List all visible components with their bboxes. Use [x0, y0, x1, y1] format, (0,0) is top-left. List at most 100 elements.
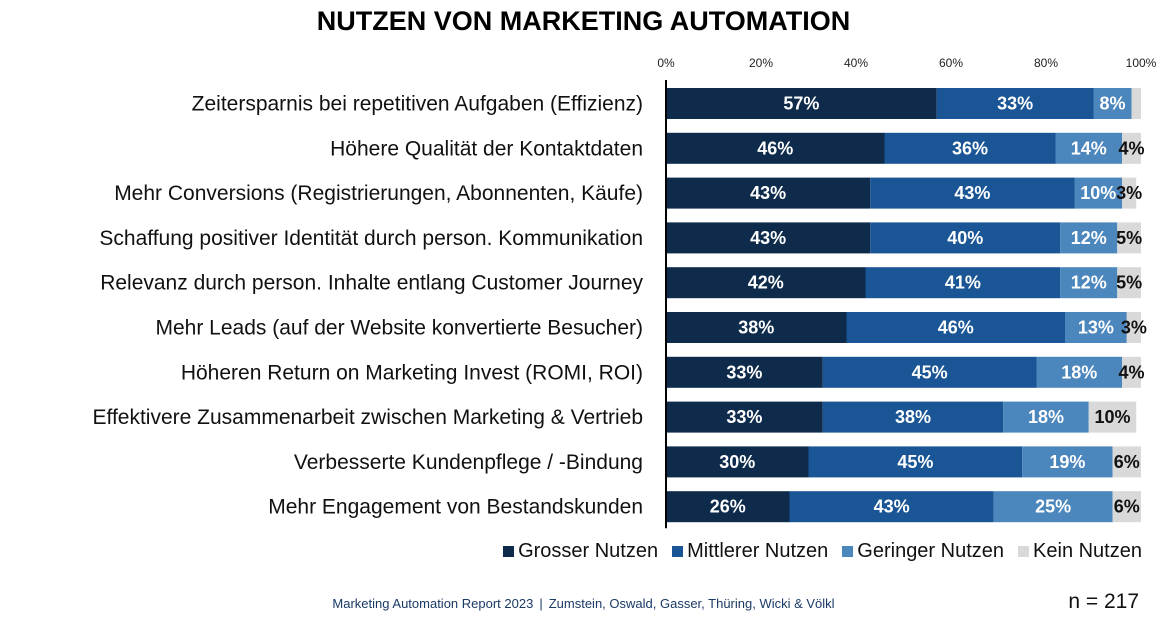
- data-label: 5%: [1116, 273, 1142, 293]
- bar-segment: [1055, 132, 1122, 164]
- data-label: 19%: [1049, 452, 1085, 472]
- data-label: 14%: [1071, 138, 1107, 158]
- bar-segment: [1065, 312, 1127, 343]
- footer-source: Marketing Automation Report 2023: [332, 596, 534, 611]
- bar-segment: [666, 222, 871, 254]
- x-tick-label: 60%: [939, 56, 963, 70]
- y-category-label: Relevanz durch person. Inhalte entlang C…: [100, 272, 643, 295]
- legend-swatch: [1018, 546, 1030, 557]
- data-label: 43%: [874, 497, 910, 517]
- legend: Grosser Nutzen Mittlerer Nutzen Geringer N…: [503, 540, 1142, 563]
- bar-segment: [1060, 267, 1118, 299]
- bar-segment: [993, 491, 1113, 523]
- y-category-label: Mehr Leads (auf der Website konvertierte…: [155, 317, 643, 340]
- data-label: 3%: [1116, 183, 1142, 203]
- data-label: 10%: [1094, 407, 1130, 427]
- bar-segment: [936, 88, 1094, 119]
- data-label: 43%: [750, 183, 786, 203]
- data-label: 33%: [726, 407, 762, 427]
- bar-segment: [1074, 177, 1122, 209]
- bar-segment: [1112, 491, 1141, 523]
- bar-segment: [1117, 222, 1141, 254]
- data-label: 45%: [912, 362, 948, 382]
- data-label: 38%: [738, 318, 774, 338]
- data-label: 25%: [1035, 497, 1071, 517]
- bar-segment: [1131, 88, 1141, 119]
- legend-swatch: [672, 546, 684, 557]
- legend-item: Kein Nutzen: [1018, 540, 1142, 563]
- data-label: 4%: [1118, 138, 1144, 158]
- data-label: 6%: [1114, 497, 1140, 517]
- y-category-label: Höhere Qualität der Kontaktdaten: [330, 137, 643, 160]
- y-category-label: Zeitersparnis bei repetitiven Aufgaben (…: [192, 93, 643, 116]
- data-label: 12%: [1071, 228, 1107, 248]
- bar-segment: [789, 491, 994, 523]
- bar-segment: [884, 132, 1056, 164]
- data-label: 42%: [748, 273, 784, 293]
- data-label: 3%: [1121, 318, 1147, 338]
- bar-segment: [666, 356, 823, 388]
- bar-segment: [1088, 401, 1137, 433]
- bar-segment: [822, 401, 1004, 433]
- y-category-label: Höheren Return on Marketing Invest (ROMI…: [181, 361, 643, 384]
- data-label: 33%: [726, 362, 762, 382]
- bar-segment: [666, 267, 866, 299]
- legend-swatch: [842, 546, 854, 557]
- data-label: 57%: [783, 94, 819, 114]
- y-category-label: Effektivere Zusammenarbeit zwischen Mark…: [92, 406, 643, 429]
- x-tick-label: 0%: [657, 56, 675, 70]
- bar-segment: [1022, 446, 1113, 478]
- x-tick-label: 20%: [749, 56, 773, 70]
- data-label: 43%: [750, 228, 786, 248]
- data-label: 38%: [895, 407, 931, 427]
- bar-segment: [666, 177, 871, 209]
- data-label: 43%: [954, 183, 990, 203]
- legend-label: Mittlerer Nutzen: [687, 540, 829, 562]
- legend-item: Geringer Nutzen: [842, 540, 1004, 563]
- bar-segment: [1122, 356, 1141, 388]
- bar-segment: [666, 491, 790, 523]
- data-label: 33%: [997, 94, 1033, 114]
- bar-segment: [1036, 356, 1122, 388]
- bar-segment: [1003, 401, 1089, 433]
- legend-label: Grosser Nutzen: [518, 540, 659, 562]
- bar-segment: [666, 88, 937, 119]
- legend-swatch: [503, 546, 515, 557]
- data-label: 12%: [1071, 273, 1107, 293]
- bar-segment: [1060, 222, 1118, 254]
- bar-segment: [870, 177, 1075, 209]
- bar-segment: [666, 132, 885, 164]
- bar-segment: [846, 312, 1065, 343]
- chart-title: NUTZEN VON MARKETING AUTOMATION: [316, 6, 851, 36]
- x-tick-label: 80%: [1034, 56, 1058, 70]
- data-label: 4%: [1118, 362, 1144, 382]
- footer-separator: |: [539, 596, 543, 611]
- data-label: 13%: [1078, 318, 1114, 338]
- x-tick-label: 40%: [844, 56, 868, 70]
- bar-segment: [808, 446, 1023, 478]
- data-label: 30%: [719, 452, 755, 472]
- bar-segment: [1093, 88, 1132, 119]
- data-label: 18%: [1028, 407, 1064, 427]
- data-label: 8%: [1099, 94, 1125, 114]
- data-label: 40%: [947, 228, 983, 248]
- data-label: 5%: [1116, 228, 1142, 248]
- data-label: 46%: [757, 138, 793, 158]
- bar-segment: [1122, 132, 1141, 164]
- y-category-label: Mehr Conversions (Registrierungen, Abonn…: [114, 182, 643, 205]
- footer: Marketing Automation Report 2023 | Zumstei…: [0, 596, 1167, 611]
- bar-segment: [1122, 177, 1137, 209]
- bar-segment: [666, 312, 847, 343]
- data-label: 36%: [952, 138, 988, 158]
- bar-segment: [1117, 267, 1141, 299]
- x-tick-label: 100%: [1126, 56, 1157, 70]
- bar-segment: [1112, 446, 1141, 478]
- bar-segment: [870, 222, 1061, 254]
- data-label: 45%: [897, 452, 933, 472]
- data-label: 18%: [1061, 362, 1097, 382]
- data-label: 10%: [1080, 183, 1116, 203]
- legend-label: Geringer Nutzen: [857, 540, 1005, 562]
- bar-segment: [865, 267, 1061, 299]
- footer-authors: Zumstein, Oswald, Gasser, Thüring, Wicki…: [548, 596, 835, 611]
